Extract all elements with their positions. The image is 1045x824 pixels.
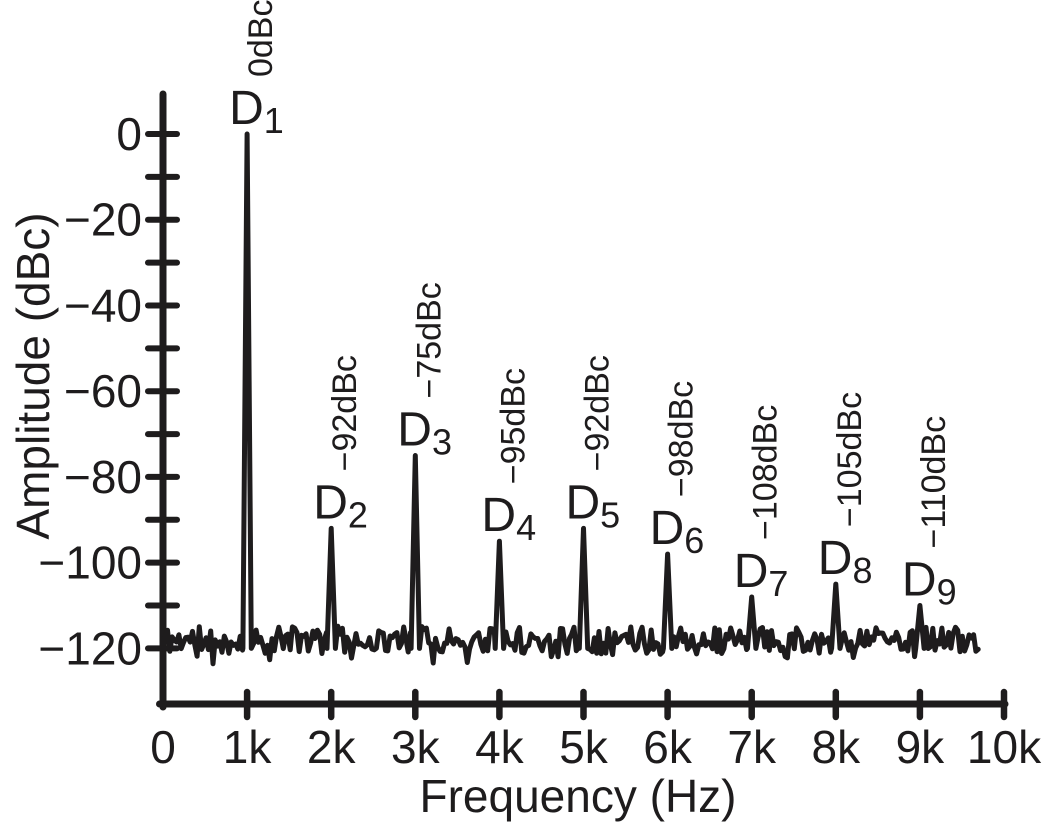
x-tick-label: 3k — [391, 721, 441, 773]
peak-label-subscript-d7: 7 — [768, 563, 788, 604]
peak-label-d3: D3 — [397, 404, 452, 463]
y-tick-label: −20 — [64, 194, 142, 246]
x-tick-label: 9k — [896, 721, 946, 773]
y-tick-label: −40 — [64, 279, 142, 331]
peak-label-d9: D9 — [902, 554, 957, 613]
peak-label-d6: D6 — [650, 502, 705, 561]
y-tick-label: −100 — [38, 537, 142, 589]
y-tick-label: 0 — [116, 108, 142, 160]
peak-annotation-d6: −98dBc — [663, 381, 701, 497]
peak-label-subscript-d8: 8 — [852, 550, 872, 591]
y-axis-label: Amplitude (dBc) — [7, 212, 59, 539]
peak-annotation-d3: −75dBc — [410, 282, 448, 398]
peak-label-d2: D2 — [313, 476, 368, 535]
peak-annotation-d1: 0dBc — [242, 0, 280, 77]
peak-annotation-d7: −108dBc — [747, 405, 785, 540]
x-tick-label: 6k — [643, 721, 693, 773]
x-tick-label: 10k — [967, 721, 1042, 773]
x-tick-label: 7k — [727, 721, 777, 773]
peak-annotation-d4: −95dBc — [494, 368, 532, 484]
peak-annotation-d8: −105dBc — [831, 392, 869, 527]
x-axis-label: Frequency (Hz) — [420, 770, 737, 822]
x-tick-label: 5k — [559, 721, 609, 773]
y-tick-label: −60 — [64, 365, 142, 417]
x-tick-label: 4k — [475, 721, 525, 773]
peak-label-d5: D5 — [566, 476, 621, 535]
peak-annotation-d2: −92dBc — [326, 355, 364, 471]
x-tick-label: 0 — [150, 721, 176, 773]
peak-label-d1: D1 — [229, 82, 284, 141]
peak-annotation-d5: −92dBc — [579, 355, 617, 471]
y-tick-label: −80 — [64, 451, 142, 503]
peak-label-subscript-d6: 6 — [684, 520, 704, 561]
x-tick-label: 8k — [812, 721, 862, 773]
y-tick-label: −120 — [38, 622, 142, 674]
peak-label-d4: D4 — [481, 489, 536, 548]
peak-label-subscript-d4: 4 — [516, 507, 536, 548]
peak-label-subscript-d2: 2 — [348, 494, 368, 535]
peak-label-subscript-d9: 9 — [937, 572, 957, 613]
spectrum-trace — [160, 131, 981, 667]
peak-label-subscript-d5: 5 — [600, 494, 620, 535]
x-tick-label: 2k — [307, 721, 357, 773]
x-tick-label: 1k — [223, 721, 273, 773]
peak-annotation-d9: −110dBc — [915, 416, 953, 549]
peak-label-d8: D8 — [818, 532, 873, 591]
peak-label-subscript-d3: 3 — [432, 422, 452, 463]
peak-label-d7: D7 — [734, 545, 789, 604]
peak-label-subscript-d1: 1 — [264, 100, 284, 141]
